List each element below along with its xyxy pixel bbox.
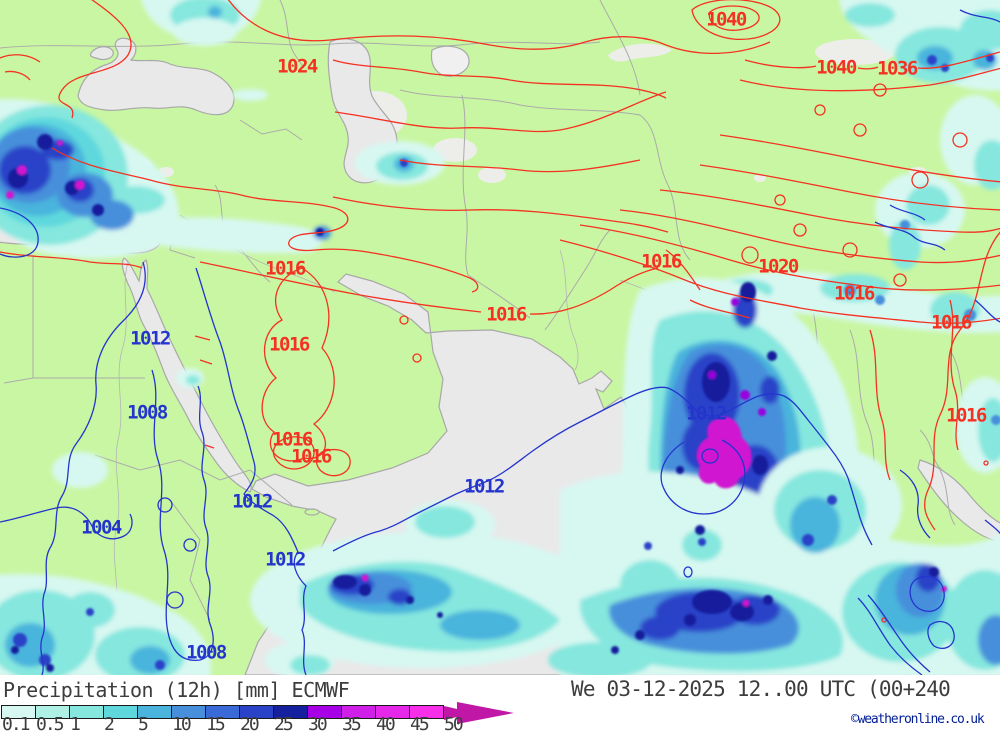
- color-scale-bar: [1, 705, 444, 719]
- scale-arrow-shape: [444, 702, 514, 724]
- color-scale-value: 5: [138, 714, 149, 733]
- copyright-text: ©weatheronline.co.uk: [851, 712, 985, 727]
- color-scale-value: 0.5: [36, 714, 64, 733]
- color-scale-value: 15: [206, 714, 226, 733]
- map-graphic: [0, 0, 1000, 675]
- blue-isobars: [0, 9, 1000, 675]
- color-scale-value: 45: [410, 714, 430, 733]
- color-scale-cell: [409, 705, 444, 719]
- color-scale-value: 0.1: [2, 714, 30, 733]
- map-canvas: 1024 1040 1040 1036 1016 1016 1016 1016 1016 1016…: [0, 0, 1000, 675]
- legend-datetime: We 03-12-2025 12..00 UTC (00+240: [571, 677, 951, 701]
- color-scale-value: 35: [342, 714, 362, 733]
- socotra: [304, 508, 320, 516]
- color-scale-value: 20: [240, 714, 260, 733]
- black-sea: [77, 37, 235, 116]
- color-scale-value: 25: [274, 714, 294, 733]
- color-scale-value: 1: [70, 714, 81, 733]
- red-isobars: [0, 0, 1000, 623]
- color-scale-value: 2: [104, 714, 115, 733]
- aral-sea: [430, 45, 470, 77]
- gulf-of-thailand: [917, 459, 1000, 543]
- color-scale-value: 10: [172, 714, 192, 733]
- legend-title: Precipitation (12h) [mm] ECMWF: [3, 678, 350, 702]
- color-scale-value: 30: [308, 714, 328, 733]
- scale-arrow-icon: [444, 702, 514, 724]
- sea-of-azov: [89, 46, 114, 61]
- color-scale-value: 50: [444, 714, 464, 733]
- color-scale-value: 40: [376, 714, 396, 733]
